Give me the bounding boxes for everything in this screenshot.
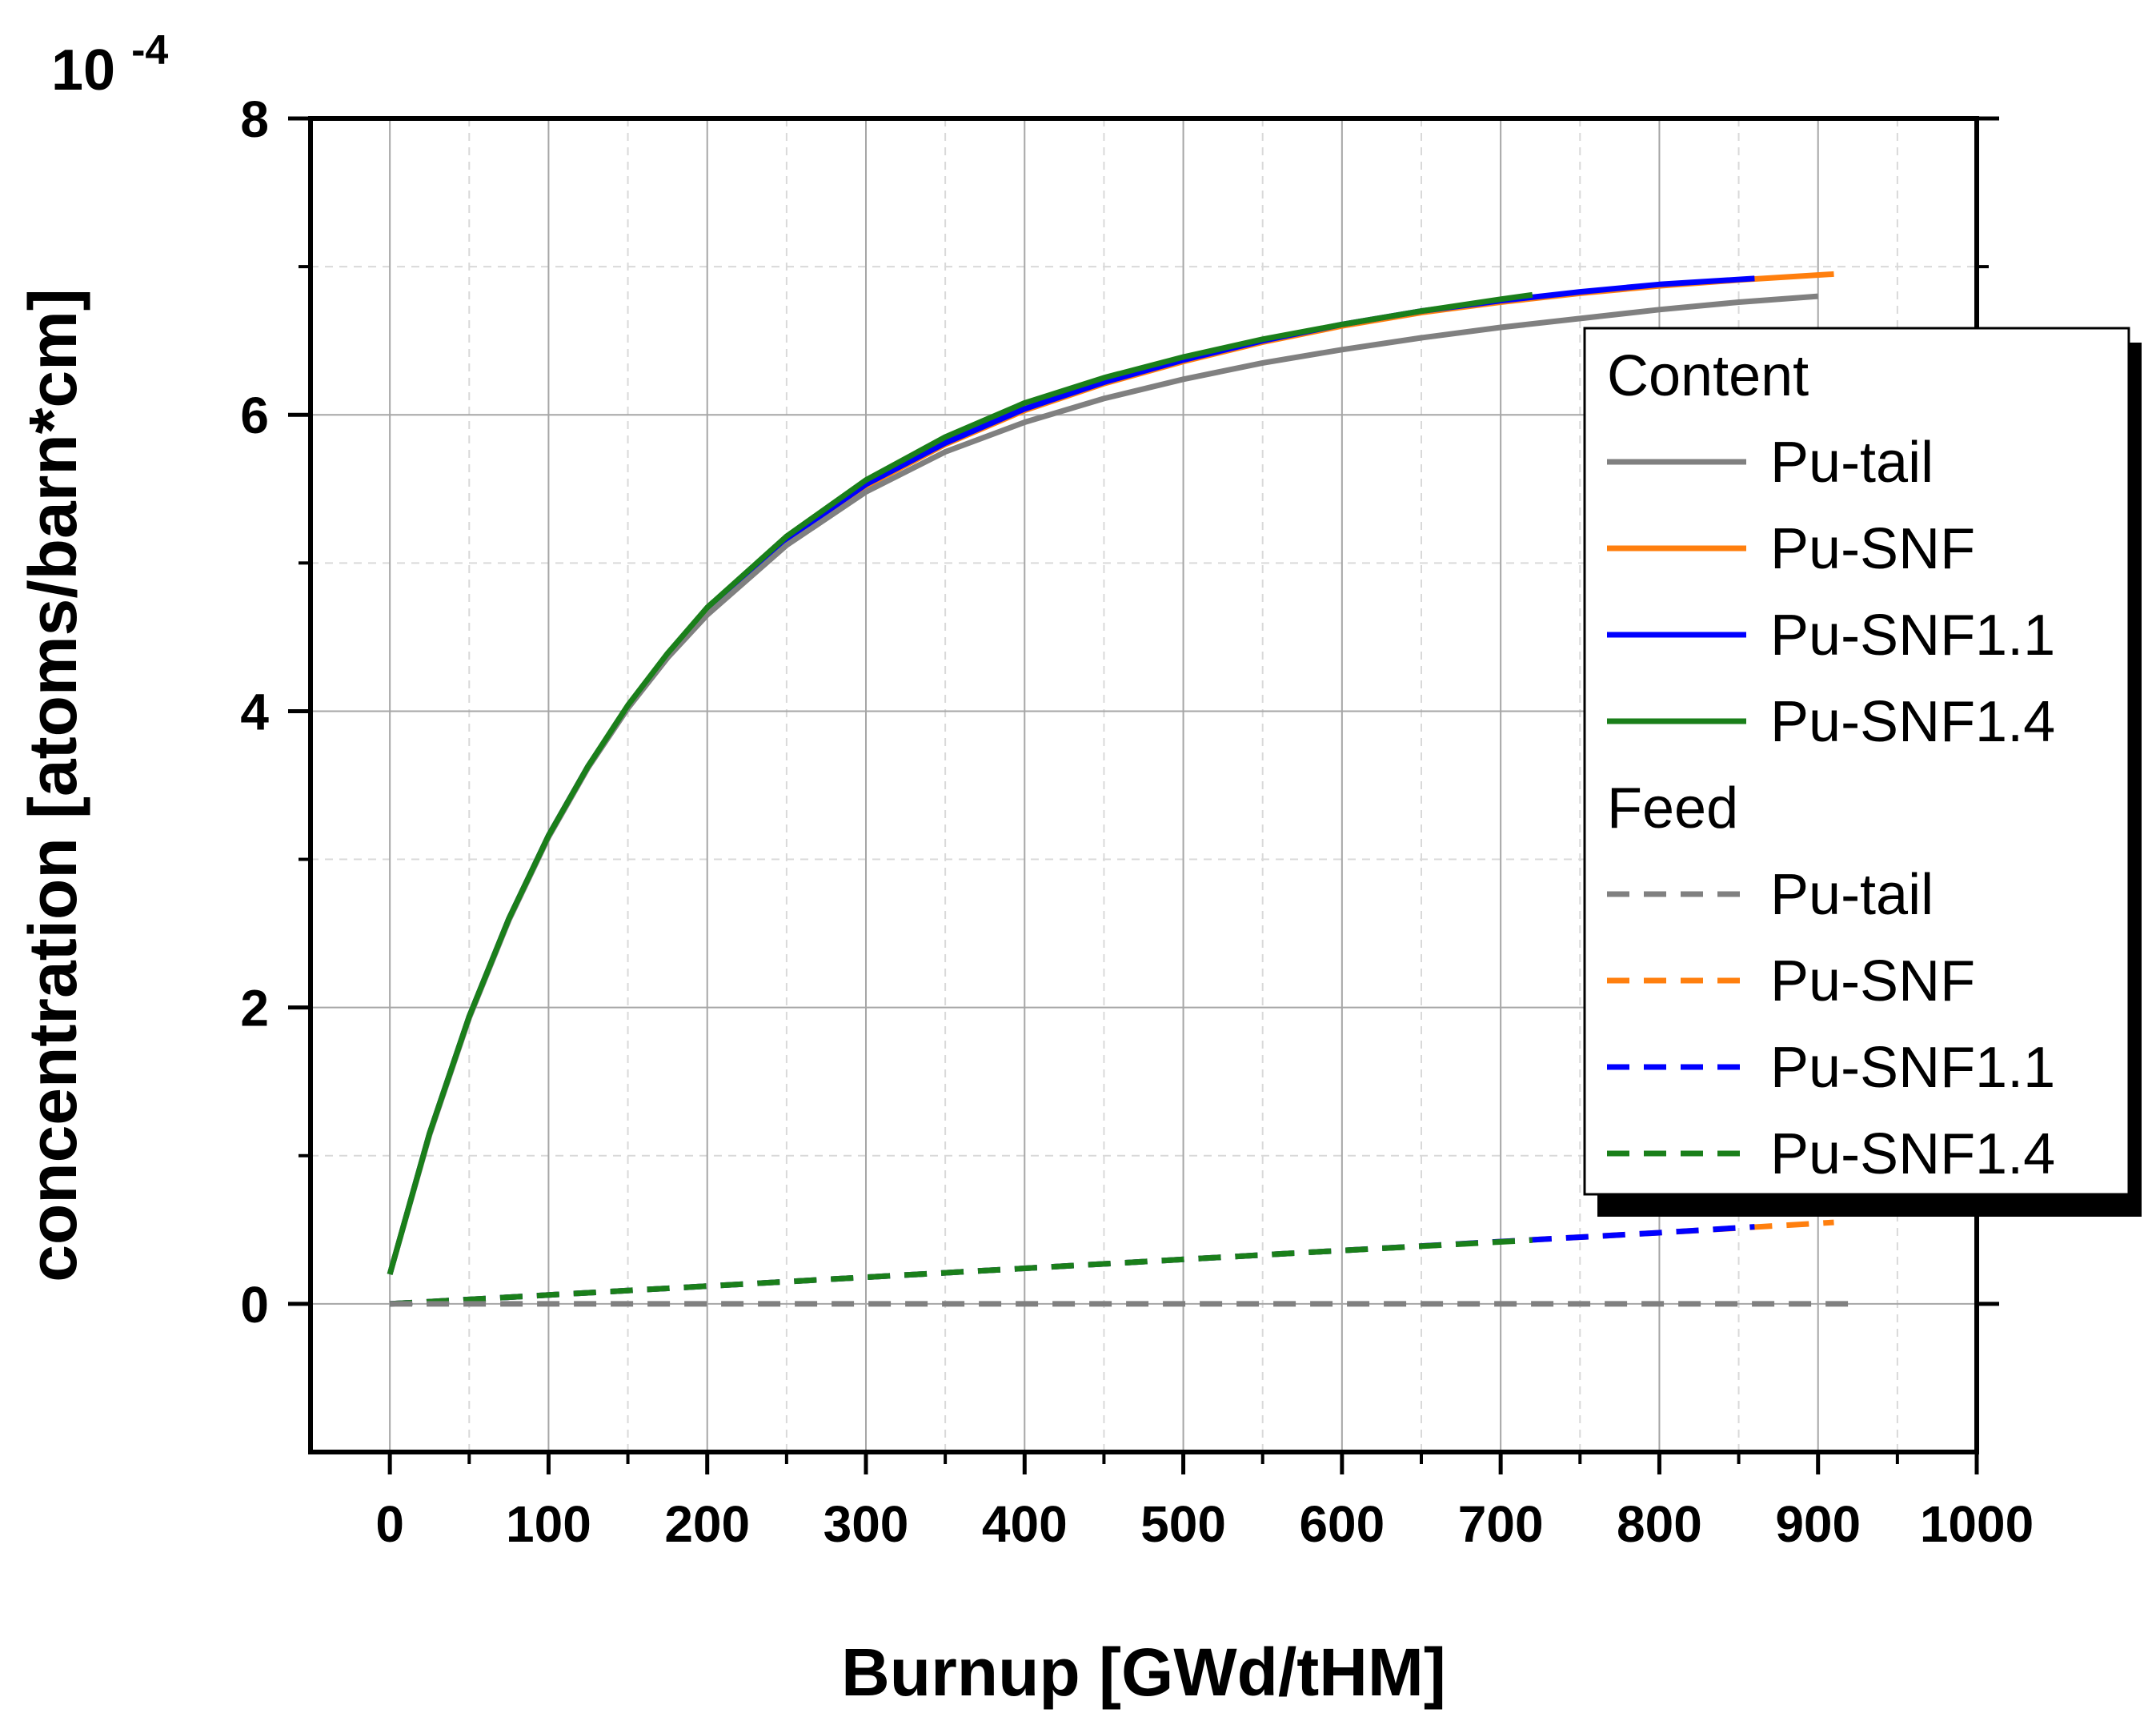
legend-box <box>1583 327 2130 1196</box>
legend-entry-label: Pu-tail <box>1770 431 1934 495</box>
y-tick-label: 8 <box>240 90 269 148</box>
x-tick-label: 1000 <box>1920 1495 2034 1553</box>
x-tick-label: 500 <box>1140 1495 1226 1553</box>
legend-entry-label: Pu-SNF1.4 <box>1770 1122 2055 1186</box>
legend-entry-label: Pu-tail <box>1770 863 1934 927</box>
legend-entry-label: Pu-SNF <box>1770 949 1975 1013</box>
y-tick-label: 0 <box>240 1276 269 1334</box>
x-tick-label: 900 <box>1775 1495 1861 1553</box>
x-tick-label: 300 <box>824 1495 909 1553</box>
x-tick-label: 0 <box>375 1495 404 1553</box>
legend-entry-label: Pu-SNF1.1 <box>1770 604 2055 668</box>
y-axis-tick-labels: 0 2 4 6 8 <box>240 90 269 1334</box>
y-multiplier-base: 10 <box>51 38 115 102</box>
x-tick-label: 800 <box>1617 1495 1702 1553</box>
legend-entry-label: Pu-SNF1.4 <box>1770 690 2055 754</box>
legend-group-title: Feed <box>1607 776 1738 840</box>
y-multiplier-exponent: -4 <box>131 27 168 74</box>
y-multiplier-label: 10 -4 <box>51 27 168 102</box>
legend-group-title: Content <box>1607 344 1809 408</box>
y-tick-label: 6 <box>240 387 269 444</box>
x-tick-label: 100 <box>506 1495 591 1553</box>
x-axis-title: Burnup [GWd/tHM] <box>841 1635 1446 1710</box>
x-tick-label: 600 <box>1299 1495 1385 1553</box>
axis-ticks <box>288 116 1999 1474</box>
series-line-feed-pu-snf1-4 <box>389 1237 1533 1307</box>
legend-entry-label: Pu-SNF1.1 <box>1770 1036 2055 1100</box>
x-tick-label: 700 <box>1458 1495 1544 1553</box>
series-lines <box>387 271 1850 1307</box>
x-tick-label: 200 <box>664 1495 750 1553</box>
x-tick-label: 400 <box>982 1495 1068 1553</box>
series-line-content-pu-snf1-4 <box>387 291 1533 1275</box>
y-axis-title: concentration [atoms/barn*cm] <box>15 288 90 1282</box>
y-tick-label: 2 <box>240 980 269 1037</box>
legend: Content Pu-tail Pu-SNF Pu-SNF1.1 Pu-SNF1.4 Fe… <box>1583 327 2142 1217</box>
y-tick-label: 4 <box>240 683 269 740</box>
x-axis-tick-labels: 0 100 200 300 400 500 600 700 800 900 1000 <box>375 1495 2034 1553</box>
legend-entry-label: Pu-SNF <box>1770 517 1975 581</box>
